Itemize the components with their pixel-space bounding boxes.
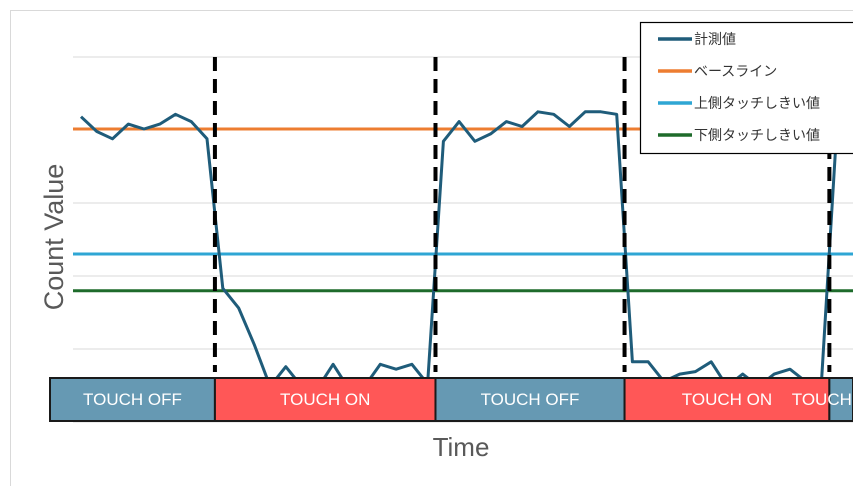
state-band-label-3: TOUCH ON (682, 390, 772, 409)
state-band-label-2: TOUCH OFF (481, 390, 580, 409)
state-bands: TOUCH OFF TOUCH ON TOUCH OFF TOUCH ON TOUCH … (49, 377, 853, 422)
state-band-1 (213, 377, 437, 422)
y-axis-title: Count Value (39, 164, 69, 311)
state-band-4 (828, 377, 853, 422)
x-axis-title: Time (433, 432, 490, 462)
state-band-label-1: TOUCH ON (280, 390, 370, 409)
state-band-2 (434, 377, 626, 422)
legend-label-0: 計測値 (694, 32, 736, 48)
state-band-0 (49, 377, 216, 422)
legend-box (639, 21, 853, 155)
state-band-3 (623, 377, 831, 422)
legend-label-3: 下側タッチしきい値 (694, 128, 820, 144)
chart-border (10, 10, 853, 486)
legend-label-2: 上側タッチしきい値 (694, 96, 820, 112)
state-band-label-0: TOUCH OFF (83, 390, 182, 409)
state-band-label-4: TOUCH OFF (792, 390, 853, 409)
legend-label-1: ベースライン (694, 64, 777, 80)
